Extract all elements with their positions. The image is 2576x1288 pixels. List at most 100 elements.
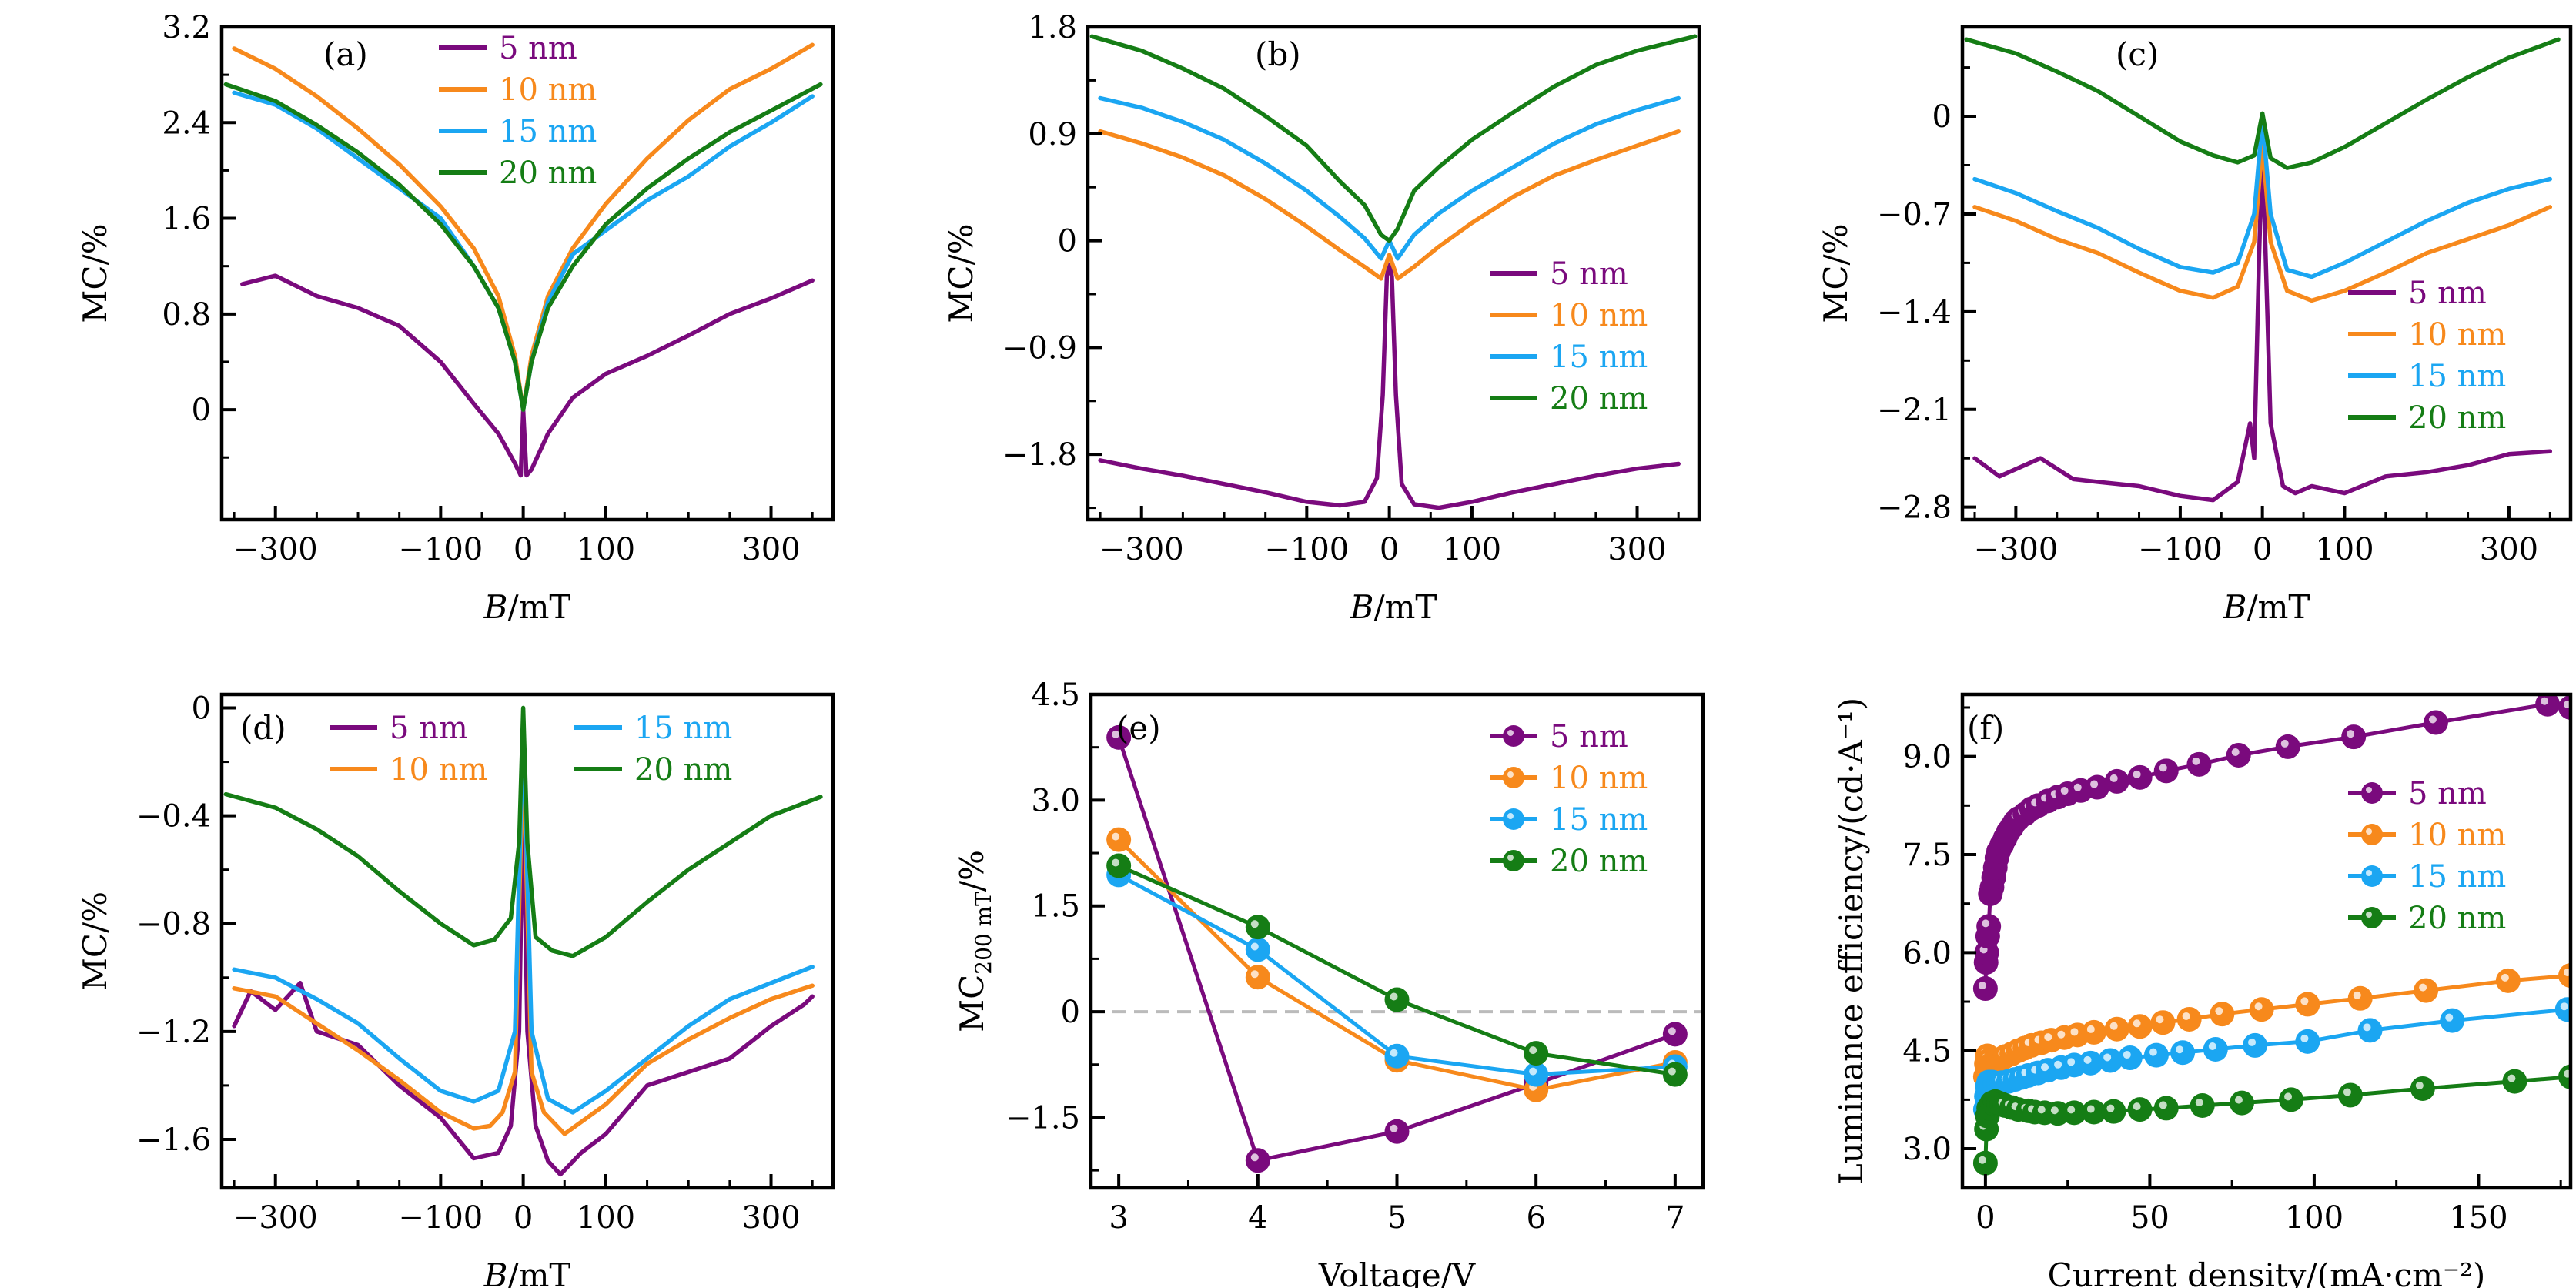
data-point-20nm: [2558, 1064, 2571, 1089]
data-point-20nm: [2153, 1096, 2179, 1121]
data-point-20nm: [2337, 1082, 2363, 1108]
legend-label: 15 nm: [1550, 802, 1648, 838]
legend-label: 15 nm: [1550, 340, 1648, 375]
panel-label: (c): [2116, 35, 2159, 73]
y-tick-label: 0.8: [162, 297, 211, 333]
legend-item-10nm: 10 nm: [1490, 761, 1648, 796]
data-point-10nm: [1106, 827, 1132, 852]
series-line-20nm: [1116, 864, 1678, 1077]
x-tick-label: −100: [398, 532, 483, 567]
data-point-15nm: [2117, 1045, 2143, 1071]
x-tick-label: 0: [1975, 1200, 1995, 1236]
data-point-15nm: [2143, 1042, 2169, 1068]
axes-frame: [1960, 692, 2573, 1190]
data-point-5nm: [1972, 976, 1998, 1002]
y-tick-label: 0: [192, 691, 211, 727]
legend-item-10nm: 10 nm: [1490, 298, 1648, 333]
y-tick-label: 6.0: [1902, 935, 1952, 971]
data-point-10nm: [2558, 963, 2571, 989]
legend-label: 20 nm: [634, 752, 732, 788]
legend-label: 20 nm: [499, 156, 597, 191]
y-axis-title: MC/%: [76, 223, 114, 323]
legend-item-20nm: 20 nm: [1490, 381, 1648, 417]
series-line-5nm: [1972, 142, 2553, 503]
legend-label: 20 nm: [2408, 901, 2506, 936]
y-tick-label: −1.4: [1877, 295, 1952, 330]
x-tick-label: 100: [2285, 1200, 2343, 1236]
legend-marker: [2361, 824, 2383, 845]
legend-item-10nm: 10 nm: [439, 72, 597, 108]
legend-label: 5 nm: [499, 31, 577, 66]
y-tick-label: −1.6: [136, 1122, 211, 1158]
y-tick-label: −2.8: [1877, 490, 1952, 526]
y-axis-title: MC/%: [1817, 223, 1855, 323]
legend-item-10nm: 10 nm: [2348, 818, 2506, 853]
panel-e: 3 4 5 6 7 −1.5 0 1.5 3.0 4.5 Voltage/V MC200 mT/% (e…: [953, 677, 1705, 1288]
y-tick-label: 3.2: [162, 10, 211, 45]
data-point-5nm: [2127, 764, 2153, 790]
legend-label: 10 nm: [2408, 818, 2506, 853]
y-axis-title: MC/%: [942, 223, 980, 323]
x-tick-label: −300: [233, 532, 318, 567]
legend-item-5nm: 5 nm: [330, 711, 468, 746]
data-point-10nm: [2104, 1016, 2129, 1042]
x-tick-label: 100: [1443, 532, 1501, 567]
legend-item-5nm: 5 nm: [439, 31, 577, 66]
y-tick-label: −0.8: [136, 907, 211, 942]
data-point-10nm: [2081, 1019, 2106, 1045]
legend: 5 nm 10 nm 15 nm 20 nm: [2348, 276, 2506, 436]
legend-label: 20 nm: [1550, 844, 1648, 879]
series-line-10nm: [1972, 142, 2553, 303]
data-point-5nm: [1976, 914, 2002, 939]
legend-label: 5 nm: [2408, 776, 2487, 811]
data-point-20nm: [2229, 1090, 2254, 1116]
x-tick-label: 300: [2480, 532, 2538, 567]
panel-label: (e): [1116, 709, 1161, 747]
legend-label: 5 nm: [1550, 719, 1628, 754]
y-tick-label: 3.0: [1902, 1132, 1952, 1167]
data-point-20nm: [1972, 1150, 1998, 1176]
data-point-10nm: [2495, 968, 2521, 993]
legend-marker: [1503, 850, 1524, 871]
x-tick-label: 7: [1665, 1200, 1684, 1236]
legend-label: 10 nm: [2408, 317, 2506, 353]
panel-d: −300 −100 0 100 300 −1.6 −1.2 −0.8 −0.4 0 B/mT MC/%…: [76, 691, 835, 1288]
legend-label: 10 nm: [390, 752, 487, 788]
y-tick-label: 1.5: [1031, 889, 1080, 925]
data-point-10nm: [2414, 978, 2439, 1003]
series-line-5nm: [1098, 262, 1681, 510]
legend-label: 5 nm: [390, 711, 468, 746]
y-tick-label: 0: [1058, 224, 1077, 259]
x-tick-label: 0: [514, 532, 533, 567]
legend-item-10nm: 10 nm: [330, 752, 487, 788]
y-tick-label: −1.5: [1005, 1100, 1080, 1136]
legend-label: 20 nm: [2408, 400, 2506, 436]
panel-b: −300 −100 0 100 300 −1.8 −0.9 0 0.9 1.8 B/mT MC/% (b…: [942, 10, 1701, 626]
panel-label: (b): [1255, 35, 1301, 73]
legend-marker: [2361, 782, 2383, 804]
legend: 5 nm 10 nm 15 nm 20 nm: [439, 31, 597, 191]
y-tick-label: 4.5: [1031, 677, 1080, 713]
legend-marker: [1503, 767, 1524, 788]
plot-area: [1089, 34, 1698, 510]
y-tick-label: 3.0: [1031, 783, 1080, 818]
panel-label: (f): [1967, 709, 2004, 747]
data-point-15nm: [2357, 1018, 2383, 1043]
x-tick-label: 3: [1109, 1200, 1128, 1236]
data-point-10nm: [2127, 1014, 2153, 1039]
y-tick-label: −0.7: [1877, 197, 1952, 233]
x-tick-label: 0: [1380, 532, 1399, 567]
data-point-5nm: [2104, 768, 2129, 794]
y-tick-label: −1.8: [1002, 437, 1077, 473]
legend-label: 5 nm: [1550, 256, 1628, 292]
legend: 5 nm 10 nm 15 nm 20 nm: [1490, 719, 1648, 879]
data-point-20nm: [2190, 1093, 2215, 1119]
x-tick-label: 100: [577, 1200, 635, 1236]
y-tick-label: 0: [1932, 99, 1952, 135]
x-tick-label: 0: [514, 1200, 533, 1236]
legend: 5 nm 10 nm 15 nm 20 nm: [1490, 256, 1648, 417]
legend-item-15nm: 15 nm: [2348, 359, 2506, 394]
data-point-10nm: [2295, 992, 2320, 1017]
legend-item-10nm: 10 nm: [2348, 317, 2506, 353]
